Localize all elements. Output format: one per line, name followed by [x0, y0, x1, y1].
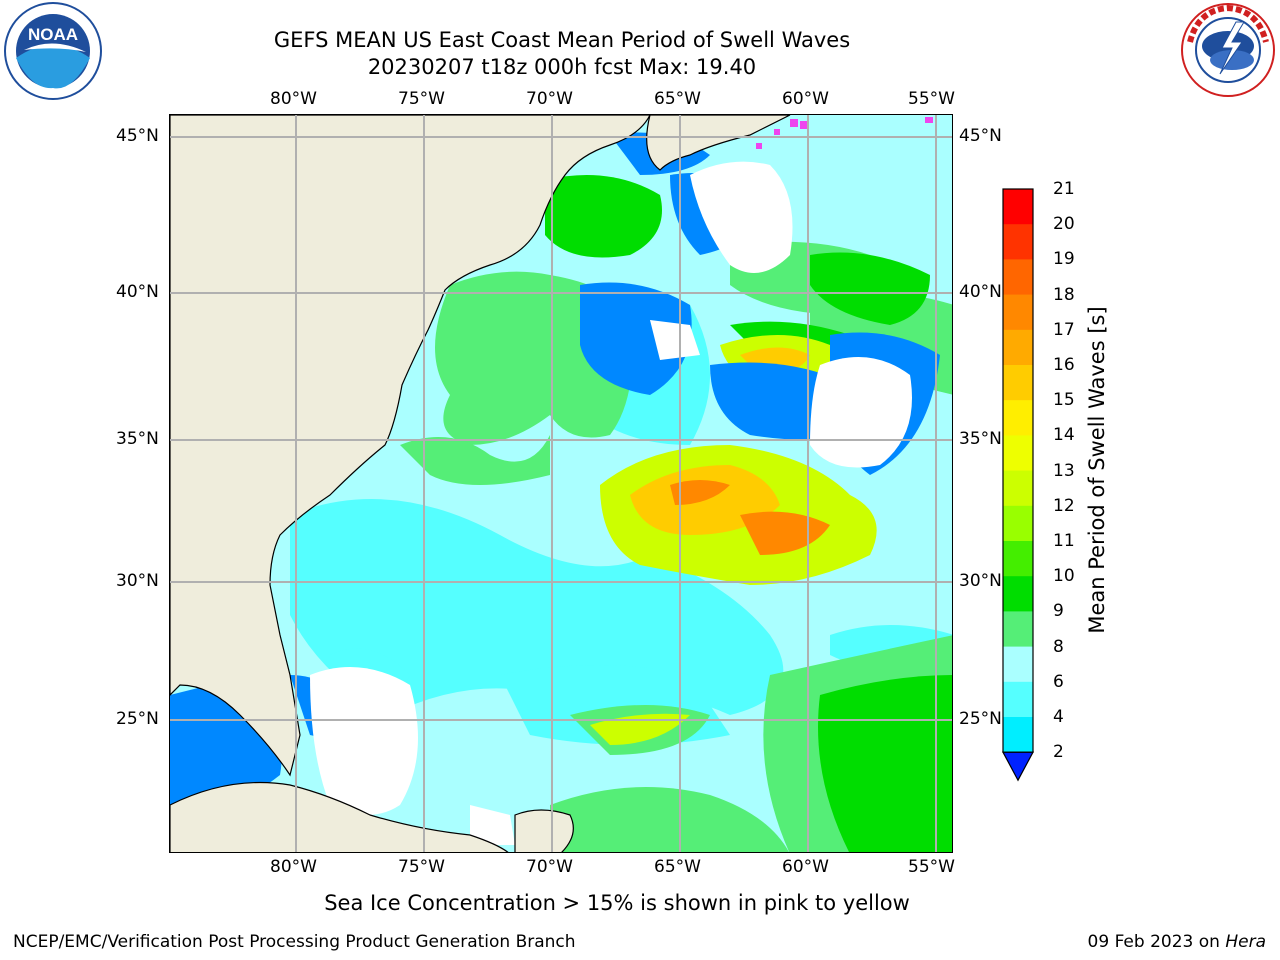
lon-label-bottom-65w: 65°W [654, 857, 701, 877]
lon-label-top-55w: 55°W [908, 89, 955, 109]
colorbar-segment [1003, 329, 1033, 366]
lon-label-top-65w: 65°W [654, 89, 701, 109]
lon-label-top-60w: 60°W [782, 89, 829, 109]
lat-label-right-25n: 25°N [959, 709, 1002, 729]
colorbar-tick-label: 8 [1053, 636, 1064, 657]
colorbar-tick-label: 14 [1053, 425, 1075, 446]
noaa-logo-text: NOAA [28, 25, 78, 44]
colorbar-tick-label: 9 [1053, 601, 1064, 622]
lon-label-bottom-55w: 55°W [908, 857, 955, 877]
nws-logo [1181, 3, 1275, 97]
chart-title: GEFS MEAN US East Coast Mean Period of S… [273, 28, 851, 52]
colorbar-segment [1003, 505, 1033, 542]
lat-label-right-45n: 45°N [959, 126, 1002, 146]
colorbar-tick-label: 19 [1053, 249, 1075, 270]
footer-date: 09 Feb 2023 on Hera [1088, 932, 1266, 952]
colorbar-tick-label: 17 [1053, 319, 1075, 340]
colorbar-tick-label: 18 [1053, 284, 1075, 305]
sea-ice-note: Sea Ice Concentration > 15% is shown in … [324, 891, 910, 915]
colorbar-tick-label: 16 [1053, 355, 1075, 375]
colorbar-segment [1003, 611, 1033, 648]
lat-label-right-35n: 35°N [959, 429, 1002, 449]
colorbar [1001, 188, 1035, 782]
lon-label-top-80w: 80°W [270, 89, 317, 109]
lat-label-left-45n: 45°N [116, 126, 159, 146]
land-hispaniola [514, 809, 574, 852]
lat-label-left-25n: 25°N [116, 709, 159, 729]
colorbar-tick-label: 15 [1053, 390, 1075, 411]
colorbar-frame [1002, 188, 1034, 753]
land-us-east-coast [170, 115, 651, 777]
colorbar-tick-label: 6 [1053, 671, 1064, 692]
lat-label-right-40n: 40°N [959, 282, 1002, 302]
sea-ice-patches [756, 117, 933, 149]
colorbar-tick-label: 2 [1053, 742, 1064, 763]
lon-label-bottom-60w: 60°W [782, 857, 829, 877]
noaa-logo: NOAA [4, 2, 102, 100]
footer-credit: NCEP/EMC/Verification Post Processing Pr… [13, 932, 576, 952]
colorbar-segment [1003, 294, 1033, 331]
colorbar-segment [1003, 541, 1033, 577]
lon-label-bottom-80w: 80°W [270, 857, 317, 877]
colorbar-extension [1001, 751, 1035, 782]
lon-label-bottom-70w: 70°W [526, 857, 573, 877]
footer-machine: Hera [1225, 932, 1266, 952]
colorbar-tick-label: 12 [1053, 495, 1075, 516]
footer-date-text: 09 Feb 2023 on [1087, 932, 1220, 952]
lon-label-bottom-75w: 75°W [398, 857, 445, 877]
colorbar-segment [1003, 435, 1033, 472]
colorbar-tick-label: 10 [1053, 566, 1075, 587]
lat-label-left-30n: 30°N [116, 571, 159, 591]
colorbar-segment [1003, 576, 1033, 612]
map-panel [169, 114, 953, 853]
land-maritimes [646, 115, 791, 171]
colorbar-segment [1003, 400, 1033, 436]
lon-label-top-75w: 75°W [398, 89, 445, 109]
lat-label-left-35n: 35°N [116, 429, 159, 449]
colorbar-segment [1003, 189, 1033, 225]
colorbar-segment [1003, 646, 1033, 683]
colorbar-segment [1003, 470, 1033, 507]
colorbar-segment [1003, 717, 1033, 753]
colorbar-tick-label: 13 [1053, 460, 1075, 481]
colorbar-tick-label: 20 [1053, 214, 1075, 235]
colorbar-tick-label: 4 [1053, 707, 1064, 727]
colorbar-tick-label: 21 [1053, 179, 1075, 199]
colorbar-segment [1003, 259, 1033, 296]
chart-subtitle: 20230207 t18z 000h fcst Max: 19.40 [367, 55, 757, 79]
colorbar-tick-label: 11 [1053, 531, 1075, 551]
colorbar-label: Mean Period of Swell Waves [s] [1085, 306, 1109, 634]
colorbar-segment [1003, 365, 1033, 401]
lat-label-right-30n: 30°N [959, 571, 1002, 591]
swell-period-map [170, 115, 952, 852]
graticule [170, 115, 952, 852]
lon-label-top-70w: 70°W [526, 89, 573, 109]
lat-label-left-40n: 40°N [116, 282, 159, 302]
colorbar-segment [1003, 224, 1033, 260]
colorbar-segment [1003, 681, 1033, 718]
